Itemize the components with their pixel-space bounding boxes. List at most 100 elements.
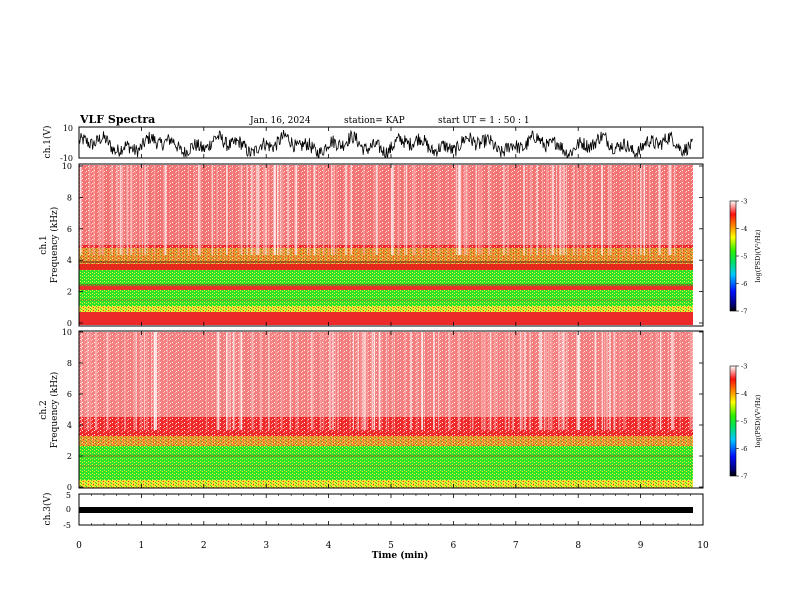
spectrogram-streak: [445, 332, 446, 430]
colorbar-tick-label: -7: [741, 308, 747, 316]
spectrogram-streak: [178, 165, 180, 255]
ch1-spec-ylabel: Frequency (kHz): [49, 207, 60, 284]
spectrogram-streak: [618, 332, 621, 430]
spectrogram-streak: [295, 332, 296, 430]
spectrogram-streak: [363, 165, 365, 255]
spectrogram-streak: [455, 165, 458, 255]
spectrogram-streak: [117, 332, 119, 430]
spectrogram-streak: [674, 165, 676, 255]
spectrogram-streak: [133, 332, 135, 430]
spectrogram-streak: [153, 165, 155, 255]
spectrogram-streak: [601, 332, 603, 430]
x-tick-label: 5: [388, 541, 394, 551]
spectrogram-streak: [216, 332, 218, 430]
spectrogram-streak: [376, 165, 379, 255]
spectrogram-streak: [81, 332, 82, 430]
spectrogram-streak: [135, 332, 137, 430]
spectrogram-streak: [378, 332, 381, 430]
spectrogram-streak: [485, 332, 487, 430]
spectrogram-streak: [504, 332, 507, 430]
spectrogram-streak: [313, 165, 316, 255]
spectrogram-streak: [297, 165, 298, 255]
y-tick-label: 4: [67, 256, 72, 265]
figure-title: VLF Spectra: [79, 113, 155, 126]
spectrogram-streak: [604, 332, 606, 430]
spectrogram-streak: [193, 165, 195, 255]
spectrogram-streak: [364, 332, 366, 430]
spectrogram-streak: [151, 332, 152, 430]
spectrogram-streak: [608, 165, 609, 255]
spectrogram-streak: [503, 165, 505, 255]
spectrogram-streak: [508, 332, 510, 430]
spectrogram-streak: [671, 332, 673, 430]
spectrogram-streak: [507, 165, 509, 255]
spectrogram-streak: [116, 165, 118, 255]
y-tick-label: 10: [62, 328, 72, 337]
spectrogram-streak: [547, 165, 549, 255]
spectrogram-streak: [307, 165, 308, 255]
spectrogram-streak: [563, 332, 565, 430]
spectrogram-streak: [483, 332, 485, 430]
x-tick-label: 8: [575, 541, 581, 551]
spectrogram-streak: [609, 332, 611, 430]
spectrogram-streak: [250, 165, 253, 255]
y-tick-label: 6: [67, 225, 72, 234]
spectrogram-streak: [391, 165, 394, 255]
spectrogram-streak: [282, 165, 284, 255]
spectrogram-streak: [188, 165, 190, 255]
spectrogram-streak: [274, 165, 276, 255]
spectrogram-streak: [153, 332, 156, 430]
spectrogram-streak: [428, 165, 430, 255]
y-tick-label: 4: [67, 421, 72, 430]
spectrogram-streak: [307, 332, 309, 430]
spectrogram-streak: [584, 165, 586, 255]
spectrogram-streak: [351, 165, 352, 255]
spectrogram-streak: [132, 165, 134, 255]
spectrogram-streak: [494, 332, 496, 430]
spectrogram-streak: [386, 332, 388, 430]
spectrogram-streak: [88, 165, 91, 255]
y-tick-label: 8: [67, 193, 72, 202]
spectrogram-streak: [329, 332, 331, 430]
spectrogram-streak: [346, 165, 348, 255]
spectrogram-streak: [257, 165, 260, 255]
spectrogram-streak: [164, 165, 167, 255]
ch3-ytick-mid: 0: [66, 505, 71, 514]
spectrogram-streak: [89, 332, 92, 430]
spectrogram-streak: [560, 332, 562, 430]
spectrogram-streak: [146, 332, 148, 430]
spectrogram-streak: [463, 165, 465, 255]
spectrogram-streak: [246, 165, 248, 255]
spectrogram-streak: [691, 332, 693, 430]
spectrogram-streak: [280, 332, 283, 430]
spectrogram-streak: [672, 332, 675, 430]
spectrogram-streak: [608, 165, 610, 255]
spectrogram-streak: [546, 165, 548, 255]
spectrogram-streak: [211, 165, 214, 255]
spectrogram-streak: [650, 332, 652, 430]
spectrogram-streak: [573, 165, 575, 255]
spectrogram-streak: [606, 332, 608, 430]
ch2-spec-ylabel-channel: ch.2: [39, 400, 49, 419]
spectrogram-streak: [448, 332, 451, 430]
spectrogram-streak: [349, 165, 352, 255]
spectrogram-streak: [488, 165, 490, 255]
spectrogram-streak: [478, 165, 480, 255]
spectrogram-streak: [387, 332, 389, 430]
spectrogram-streak: [566, 165, 568, 255]
spectrogram-streak: [594, 332, 596, 430]
spectrogram-streak: [643, 165, 646, 255]
spectrogram-streak: [206, 332, 208, 430]
spectrogram-streak: [252, 165, 254, 255]
spectrogram-streak: [630, 165, 633, 255]
spectrogram-streak: [679, 332, 681, 430]
spectrogram-streak: [360, 332, 363, 430]
y-tick-label: 10: [62, 162, 72, 171]
spectrogram-streak: [263, 165, 265, 255]
spectrogram-streak: [287, 165, 290, 255]
spectrogram-streak: [144, 165, 145, 255]
spectrogram-streak: [376, 165, 378, 255]
spectrogram-streak: [540, 332, 542, 430]
spectrogram-streak: [251, 332, 254, 430]
spectrogram-streak: [226, 332, 228, 430]
